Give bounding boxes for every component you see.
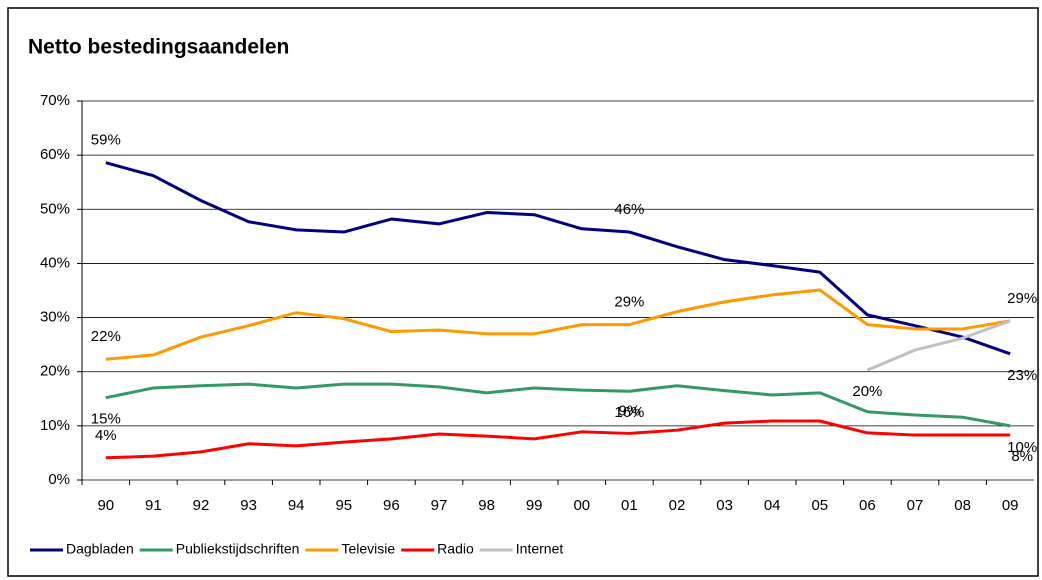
data-label: 4%	[95, 427, 117, 444]
y-tick-label: 50%	[40, 200, 70, 217]
series-line	[105, 288, 1011, 361]
x-tick-label: 03	[716, 497, 733, 514]
x-tick-label: 00	[573, 497, 590, 514]
data-label: 23%	[1007, 367, 1037, 384]
x-tick-label: 98	[478, 497, 495, 514]
x-tick-label: 96	[383, 497, 400, 514]
legend-label: Televisie	[341, 541, 395, 557]
x-tick-label: 01	[621, 497, 638, 514]
y-tick-label: 40%	[40, 254, 70, 271]
x-tick-label: 97	[431, 497, 448, 514]
legend-label: Radio	[437, 541, 474, 557]
x-tick-label: 08	[954, 497, 971, 514]
x-tick-label: 02	[669, 497, 686, 514]
x-tick-label: 92	[193, 497, 210, 514]
y-tick-label: 70%	[40, 92, 70, 109]
y-tick-label: 20%	[40, 363, 70, 380]
data-label: 8%	[1011, 448, 1033, 465]
chart-frame	[7, 7, 1039, 577]
x-tick-label: 93	[240, 497, 257, 514]
x-tick-label: 07	[907, 497, 924, 514]
x-tick-label: 94	[288, 497, 305, 514]
x-tick-label: 91	[145, 497, 162, 514]
x-tick-label: 95	[335, 497, 352, 514]
x-tick-label: 05	[811, 497, 828, 514]
data-label: 46%	[614, 201, 644, 218]
y-tick-label: 0%	[48, 471, 70, 488]
legend-label: Publiekstijdschriften	[176, 541, 300, 557]
data-label: 29%	[614, 294, 644, 311]
data-label: 9%	[619, 402, 641, 419]
data-label: 29%	[1007, 290, 1037, 307]
chart-title: Netto bestedingsaandelen	[28, 36, 289, 59]
series-line	[866, 319, 1011, 372]
data-label: 10%	[1007, 439, 1037, 456]
x-tick-label: 90	[97, 497, 114, 514]
data-label: 15%	[91, 411, 121, 428]
data-label: 16%	[614, 404, 644, 421]
data-label: 22%	[91, 328, 121, 345]
y-tick-label: 10%	[40, 417, 70, 434]
x-tick-label: 09	[1002, 497, 1019, 514]
y-tick-label: 60%	[40, 146, 70, 163]
data-label: 20%	[852, 383, 882, 400]
series-line	[105, 419, 1011, 460]
data-label: 59%	[91, 132, 121, 149]
x-tick-label: 06	[859, 497, 876, 514]
series-line	[105, 161, 1011, 356]
legend-label: Dagbladen	[66, 541, 134, 557]
x-tick-label: 99	[526, 497, 543, 514]
y-tick-label: 30%	[40, 309, 70, 326]
legend-label: Internet	[516, 541, 564, 557]
series-line	[105, 382, 1011, 428]
x-tick-label: 04	[764, 497, 781, 514]
